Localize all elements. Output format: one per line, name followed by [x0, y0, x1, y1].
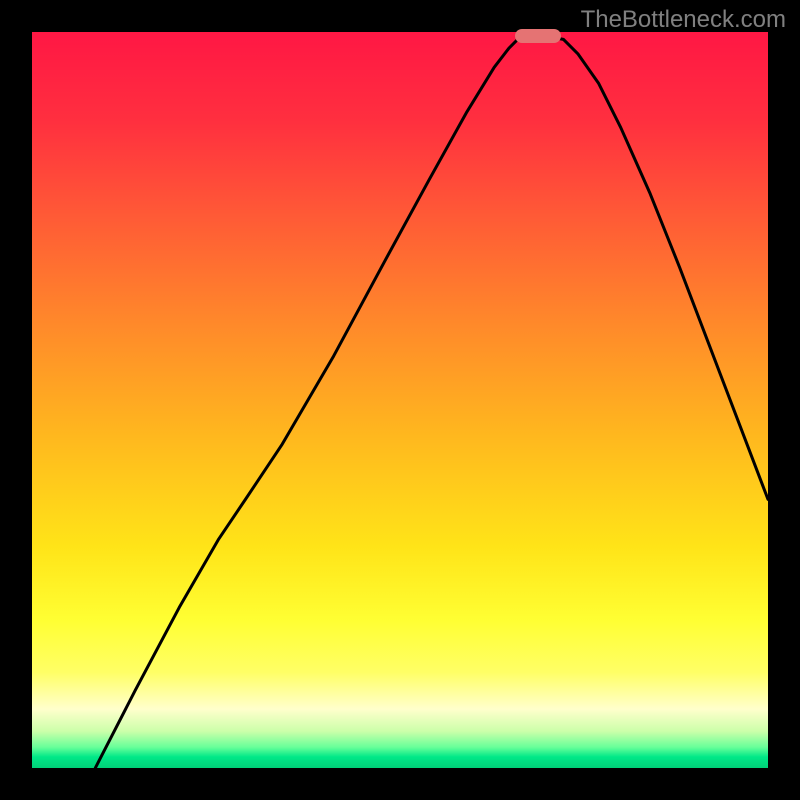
curve-layer	[32, 32, 768, 768]
optimal-marker	[515, 29, 561, 43]
chart-plot-area	[32, 32, 768, 768]
attribution-text: TheBottleneck.com	[581, 6, 786, 34]
bottleneck-curve	[95, 36, 768, 768]
